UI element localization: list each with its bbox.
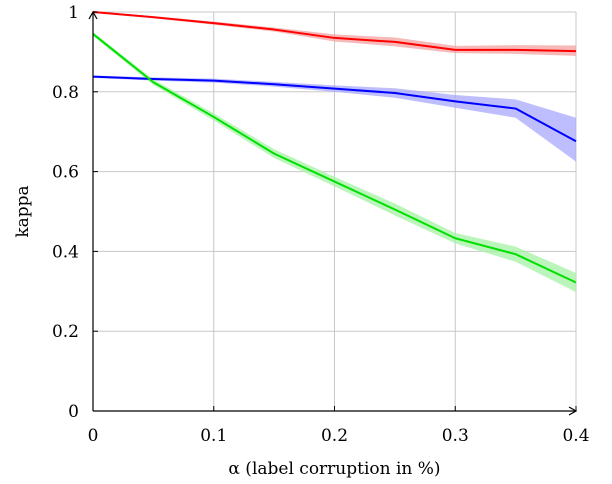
- series-2-band: [93, 75, 576, 162]
- x-tick-label: 0.1: [200, 426, 227, 446]
- series-1-line: [92, 11, 577, 53]
- y-tick-label: 0.8: [52, 83, 79, 103]
- x-axis-title: α (label corruption in %): [228, 459, 440, 479]
- y-tick-label: 1: [68, 3, 79, 23]
- y-tick-label: 0.6: [52, 163, 79, 183]
- y-tick-label: 0.2: [52, 322, 79, 342]
- grid-lines: [93, 11, 577, 411]
- x-tick-label: 0.2: [321, 426, 348, 446]
- y-tick-label: 0: [68, 402, 79, 422]
- y-axis-title: kappa: [13, 185, 33, 237]
- tick-labels: 0 0.1 0.2 0.3 0.4 0 0.2 0.4 0.6 0.8 1: [52, 3, 590, 446]
- series-3-band: [93, 31, 576, 293]
- x-tick-label: 0: [88, 426, 99, 446]
- series-3-line: [92, 33, 577, 284]
- y-tick-label: 0.4: [52, 242, 79, 262]
- axes: [88, 10, 578, 416]
- series-2-line: [92, 75, 577, 143]
- x-tick-label: 0.4: [562, 426, 589, 446]
- x-tick-label: 0.3: [442, 426, 469, 446]
- series-lines: [92, 11, 577, 284]
